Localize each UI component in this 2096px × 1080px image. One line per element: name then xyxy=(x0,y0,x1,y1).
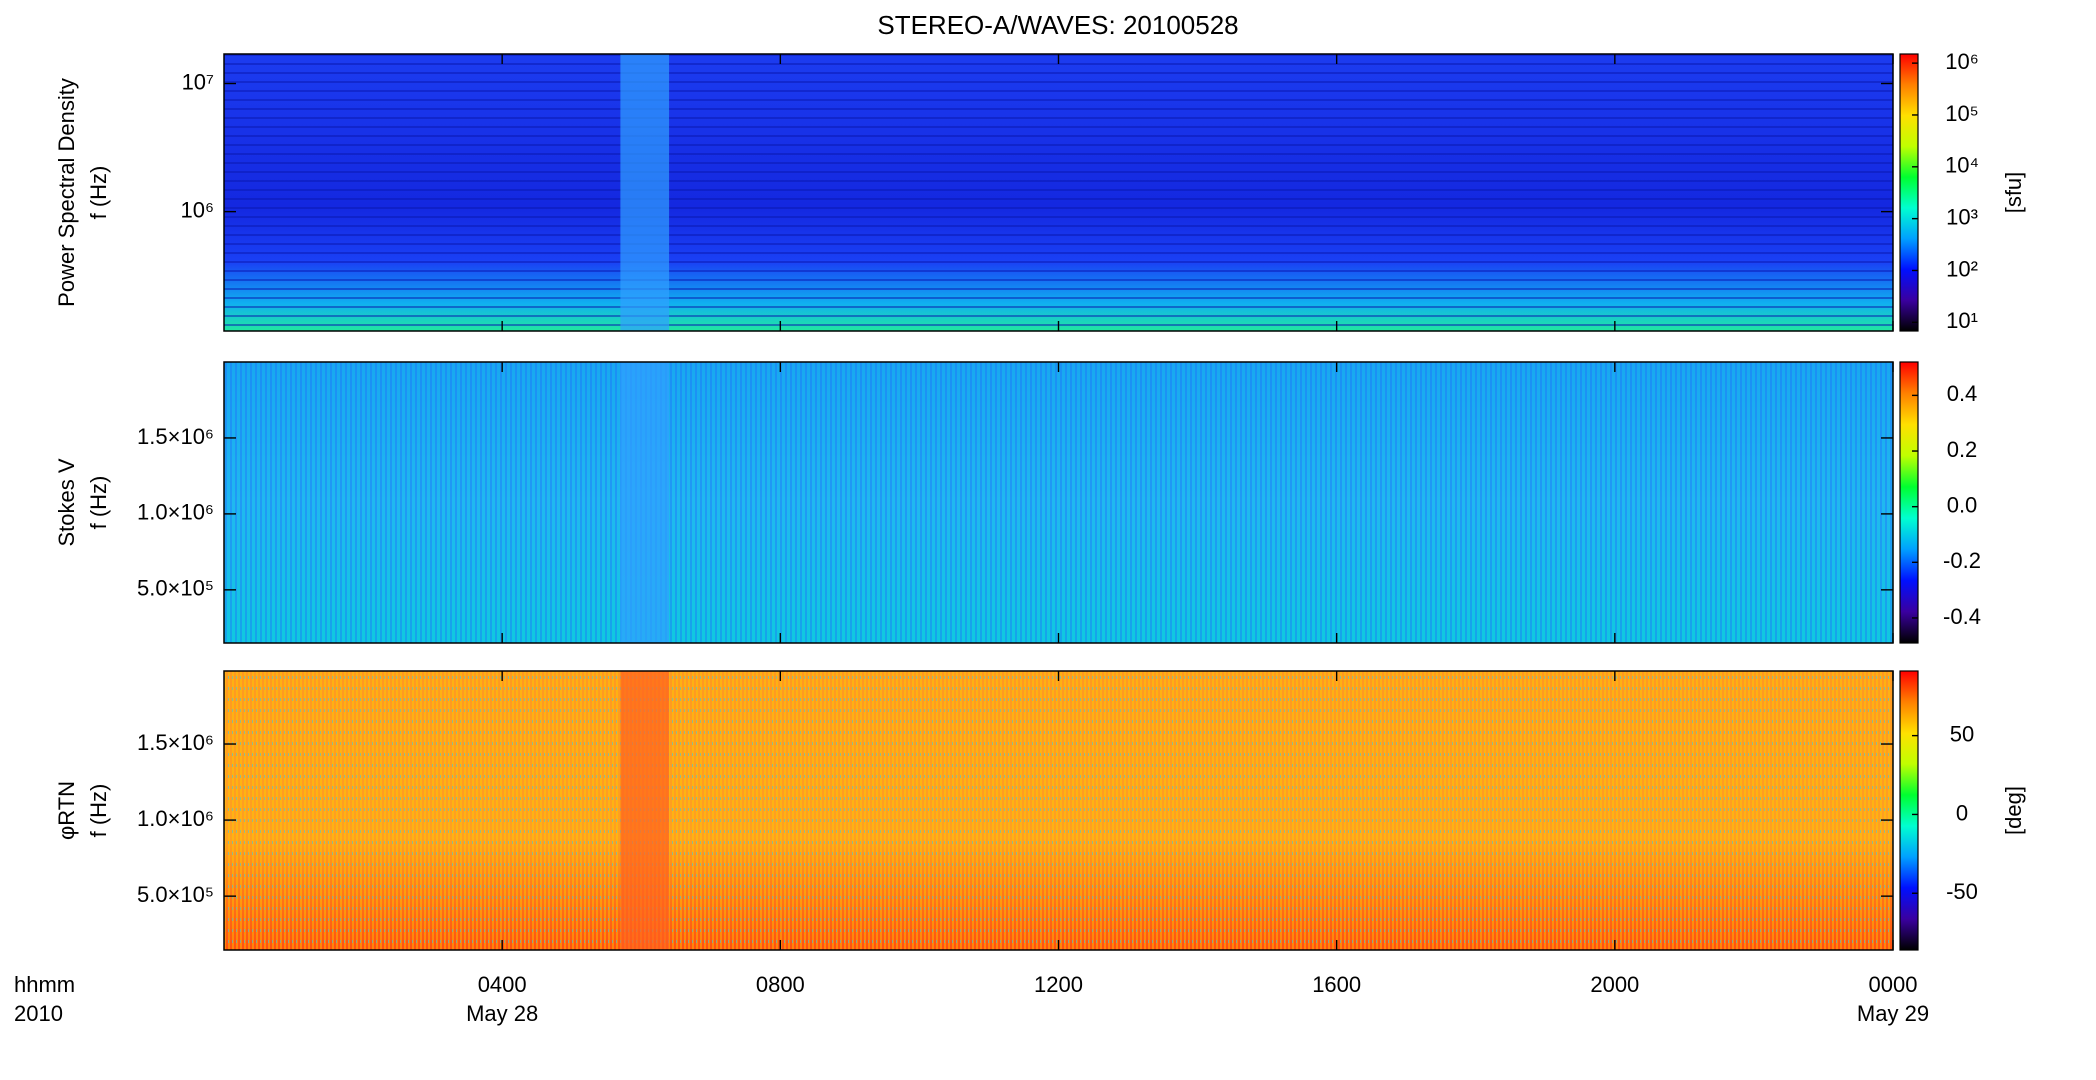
colorbar-tick-label: 50 xyxy=(1950,721,1974,746)
y-axis-label: φRTN xyxy=(54,781,79,840)
y-axis-label: f (Hz) xyxy=(86,166,111,220)
y-axis-label: f (Hz) xyxy=(86,784,111,838)
y-tick-label: 1.5×10⁶ xyxy=(137,730,214,755)
colorbar-tick-label: 10¹ xyxy=(1946,308,1978,333)
colorbar-tick-label: 0.2 xyxy=(1947,437,1978,462)
y-tick-label: 1.5×10⁶ xyxy=(137,424,214,449)
colorbar-tick-label: 0 xyxy=(1956,800,1968,825)
colorbar-tick-label: 10³ xyxy=(1946,204,1978,229)
x-tick-label: 2000 xyxy=(1590,972,1639,997)
y-tick-label: 5.0×10⁵ xyxy=(137,882,214,907)
spectrogram-texture xyxy=(224,671,1893,950)
colorbar-label: [sfu] xyxy=(2001,172,2026,214)
y-axis-label: Power Spectral Density xyxy=(54,78,79,307)
colorbar-tick-label: 10⁴ xyxy=(1945,153,1979,178)
y-tick-label: 1.0×10⁶ xyxy=(137,806,214,831)
data-gap xyxy=(620,54,670,331)
data-gap xyxy=(620,362,670,643)
chart-title: STEREO-A/WAVES: 20100528 xyxy=(877,10,1238,40)
spectrogram-texture xyxy=(224,362,1893,643)
data-gap xyxy=(620,671,670,950)
y-axis-label: f (Hz) xyxy=(86,476,111,530)
y-tick-label: 10⁶ xyxy=(180,197,214,222)
x-date-label: May 29 xyxy=(1857,1001,1929,1026)
colorbar-tick-label: 0.4 xyxy=(1947,381,1978,406)
colorbar xyxy=(1899,53,1919,332)
colorbar xyxy=(1899,670,1919,951)
colorbar-tick-label: 10⁶ xyxy=(1945,49,1979,74)
colorbar-tick-label: 10⁵ xyxy=(1945,101,1979,126)
colorbar-tick-label: 10² xyxy=(1946,256,1978,281)
x-date-label: May 28 xyxy=(466,1001,538,1026)
spectrogram-texture xyxy=(224,54,1893,331)
x-tick-label: 0800 xyxy=(756,972,805,997)
x-tick-label: 1200 xyxy=(1034,972,1083,997)
x-tick-label: 0000 xyxy=(1869,972,1918,997)
colorbar-tick-label: 0.0 xyxy=(1947,492,1978,517)
colorbar-label: [deg] xyxy=(2001,786,2026,835)
colorbar-tick-label: -0.2 xyxy=(1943,548,1981,573)
y-tick-label: 1.0×10⁶ xyxy=(137,500,214,525)
colorbar-tick-label: -50 xyxy=(1946,879,1978,904)
x-tick-label: 0400 xyxy=(478,972,527,997)
y-tick-label: 10⁷ xyxy=(182,69,214,94)
y-axis-label: Stokes V xyxy=(54,458,79,546)
colorbar xyxy=(1899,361,1919,644)
x-tick-label: 1600 xyxy=(1312,972,1361,997)
y-tick-label: 5.0×10⁵ xyxy=(137,576,214,601)
x-axis-label: 2010 xyxy=(14,1001,63,1026)
x-axis-label: hhmm xyxy=(14,972,75,997)
colorbar-tick-label: -0.4 xyxy=(1943,604,1981,629)
